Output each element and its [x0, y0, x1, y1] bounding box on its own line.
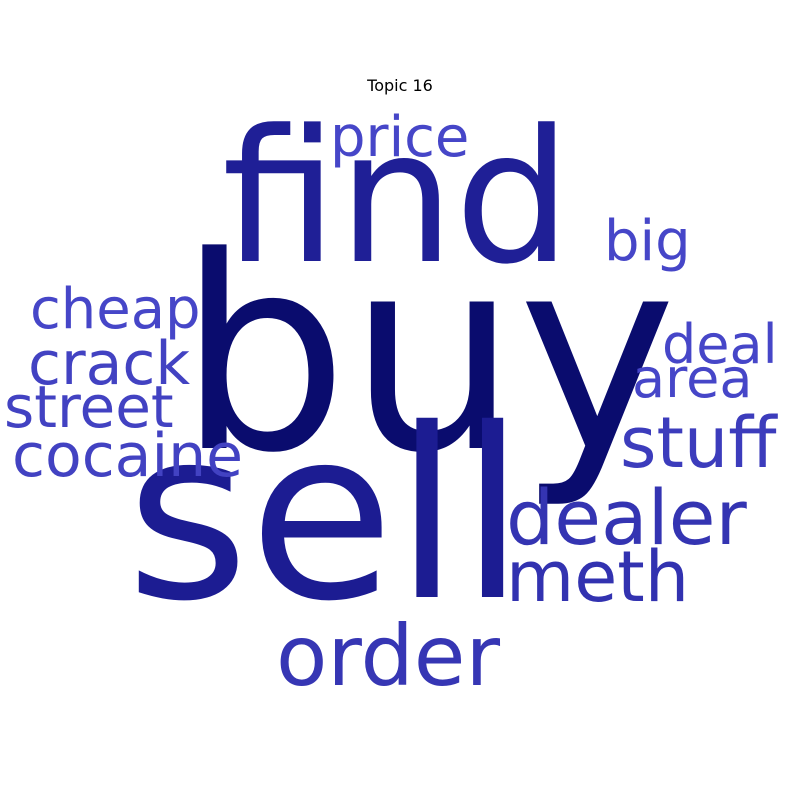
- word-cheap: cheap: [30, 277, 201, 342]
- word-dealer: dealer: [506, 473, 747, 562]
- word-order: order: [276, 607, 500, 705]
- chart-title: Topic 16: [367, 76, 433, 95]
- word-crack: crack: [28, 329, 191, 399]
- word-find: find: [222, 91, 572, 305]
- word-big: big: [604, 209, 691, 274]
- word-buy: buy: [178, 200, 677, 512]
- word-deal: deal: [662, 313, 778, 376]
- word-meth: meth: [506, 536, 690, 618]
- word-sell: sell: [126, 378, 526, 653]
- word-street: street: [4, 373, 174, 441]
- word-cocaine: cocaine: [12, 421, 244, 491]
- word-stuff: stuff: [620, 402, 777, 484]
- word-area: area: [632, 347, 753, 410]
- word-price: price: [330, 105, 470, 170]
